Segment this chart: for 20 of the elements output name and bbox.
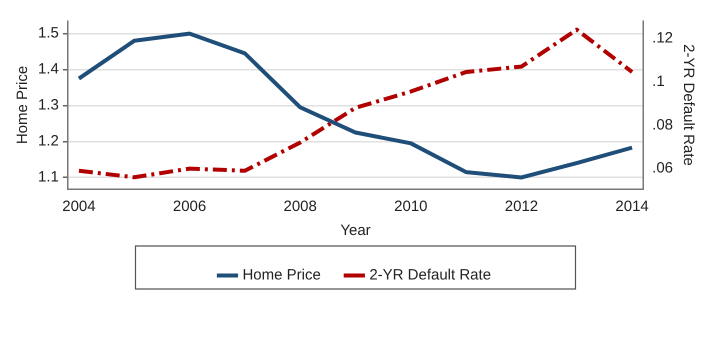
x-tick-label: 2014 bbox=[615, 198, 649, 216]
y-tick-label: 1.2 bbox=[38, 132, 59, 150]
y-axis-title: Home Price bbox=[14, 66, 32, 144]
legend-label: Home Price bbox=[242, 266, 321, 284]
x-tick-label: 2006 bbox=[172, 198, 206, 216]
y2-tick-label: .06 bbox=[652, 160, 674, 177]
y2-tick-label: .1 bbox=[652, 72, 665, 90]
y2-tick-label: .08 bbox=[652, 116, 674, 134]
x-tick-label: 2008 bbox=[283, 198, 317, 216]
y2-axis-title: 2-YR Default Rate bbox=[680, 44, 697, 166]
y-tick-label: 1.4 bbox=[38, 60, 59, 78]
y-tick-label: 1.5 bbox=[38, 24, 59, 42]
x-axis-title: Year bbox=[340, 222, 371, 240]
x-tick-label: 2010 bbox=[394, 198, 428, 216]
y-tick-label: 1.3 bbox=[38, 96, 59, 114]
x-tick-label: 2004 bbox=[62, 198, 96, 216]
y-tick-label: 1.1 bbox=[38, 168, 59, 186]
legend-label: 2-YR Default Rate bbox=[369, 266, 492, 284]
y2-tick-label: .12 bbox=[652, 30, 674, 47]
x-tick-label: 2012 bbox=[504, 198, 538, 216]
